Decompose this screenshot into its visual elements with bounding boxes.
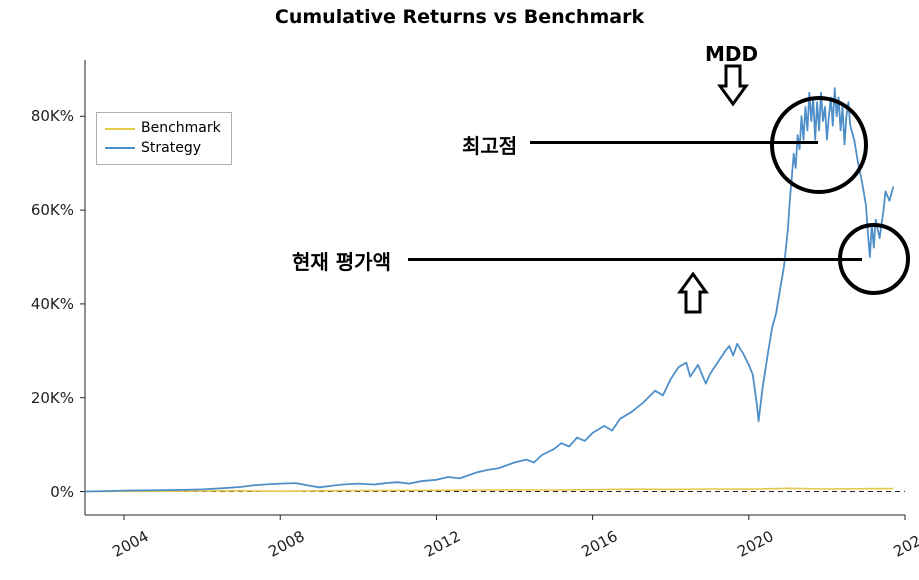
chart-container: Cumulative Returns vs Benchmark Benchmar… [0,0,919,580]
y-tick-label: 80K% [4,107,74,125]
peak-circle [770,96,868,194]
y-tick-label: 60K% [4,201,74,219]
y-tick-label: 20K% [4,389,74,407]
y-tick-label: 40K% [4,295,74,313]
current-guideline [408,258,862,261]
mdd-arrow-down-icon [720,66,746,104]
plot-svg [0,0,919,580]
mdd-annotation: MDD [705,42,758,66]
y-tick-label: 0% [4,483,74,501]
current-value-annotation: 현재 평가액 [292,246,391,275]
mdd-arrow-up-icon [680,274,706,312]
peak-annotation: 최고점 [462,130,517,159]
current-circle [838,223,910,295]
